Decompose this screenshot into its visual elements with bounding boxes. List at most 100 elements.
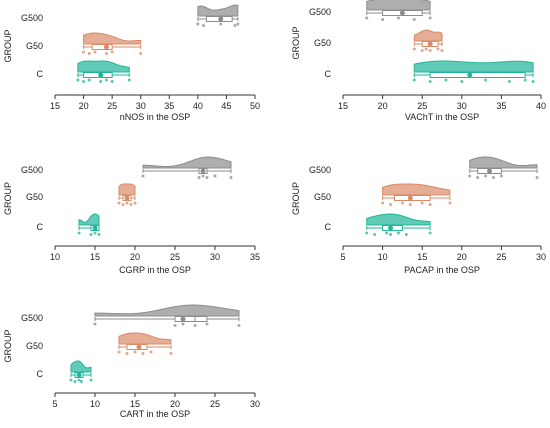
iqr-box [174,316,208,322]
mean-point [98,72,104,78]
raw-point [476,176,480,179]
raw-point [229,176,233,179]
raw-point [412,47,416,51]
y-tick-label: G500 [21,313,43,323]
raw-point [97,233,101,236]
x-tick-label: 15 [417,252,427,262]
panel-3: 5 10 15 20 25 30 PACAP in the OSP GROUP G500 G50 C [291,156,546,275]
y-tick-label: G500 [309,165,331,175]
x-tick-label: 10 [378,252,388,262]
panel-2: 10 15 20 25 30 35 CGRP in the OSP GROUP G500 G50 C [3,156,260,275]
panel-0: 15 20 25 30 35 40 45 50 nNOS in the OSP GROUP G500… [3,4,260,122]
series-g50 [412,29,444,52]
raw-point [76,78,80,82]
x-tick-label: 5 [340,252,345,262]
y-tick-label: G50 [314,192,331,202]
x-tick-label: 25 [107,101,117,111]
raw-point [93,50,97,54]
raw-point [93,322,97,326]
raw-point [193,324,197,327]
y-tick-label: G50 [314,38,331,48]
raw-point [77,231,81,235]
raw-point [87,52,91,55]
raw-point [219,22,223,26]
series-g50 [381,183,452,206]
x-tick-label: 45 [221,101,231,111]
raw-point [408,203,412,206]
raw-point [389,233,393,236]
raw-point [233,24,237,27]
series-c [412,60,535,83]
x-tick-label: 40 [193,101,203,111]
raw-point [444,78,448,82]
raw-point [201,174,205,178]
x-tick-label: 35 [496,101,506,111]
x-tick-label: 20 [170,399,180,409]
mean-point [427,41,433,47]
raw-point [440,49,444,52]
raw-point [125,201,129,205]
raw-point [89,378,93,382]
density-cloud [77,60,130,73]
density-cloud [78,213,100,226]
y-tick-label: C [325,222,332,232]
y-tick-label: G500 [21,165,43,175]
raw-point [400,201,404,205]
raw-point [169,352,173,355]
raw-point [82,50,86,54]
series-g500 [93,304,241,327]
y-tick-label: G500 [21,13,43,23]
raw-point [420,49,424,52]
x-axis-label: CGRP in the OSP [119,265,191,275]
x-tick-label: 25 [496,252,506,262]
raw-point [365,16,369,20]
raw-point [424,47,428,51]
raw-point [448,201,452,205]
mean-point [407,195,413,201]
x-axis-label: PACAP in the OSP [404,265,480,275]
raw-point [484,174,488,178]
x-tick-label: 10 [50,252,60,262]
x-tick-label: 30 [136,101,146,111]
y-tick-label: C [37,369,44,379]
series-g500 [468,156,539,179]
x-axis-label: CART in the OSP [120,409,190,419]
raw-point [77,378,81,382]
x-tick-label: 20 [79,101,89,111]
x-tick-label: 20 [130,252,140,262]
raw-point [121,203,125,206]
x-tick-label: 20 [378,101,388,111]
series-g50 [117,183,137,206]
raw-point [93,231,97,235]
x-tick-label: 40 [536,101,546,111]
raw-point [89,233,93,236]
raw-point [236,22,240,26]
y-tick-label: G50 [26,341,43,351]
density-cloud [94,304,240,317]
raw-point [484,78,488,82]
raw-point [468,174,472,178]
raw-point [460,80,464,83]
raw-point [82,80,86,83]
raw-point [531,80,535,83]
series-g500 [141,156,233,179]
raw-point [87,78,91,82]
raw-point [205,176,209,179]
raw-point [104,52,108,55]
raw-point [428,203,432,206]
density-cloud [142,156,232,169]
raw-point [133,201,137,205]
raw-point [129,203,133,206]
raw-point [396,16,400,20]
y-tick-label: G50 [26,41,43,51]
raw-point [202,24,206,27]
raw-point [213,174,217,178]
x-tick-label: 35 [250,252,260,262]
mean-point [399,10,405,16]
raw-point [412,18,416,21]
x-axis-label: nNOS in the OSP [120,112,191,122]
raw-point [420,201,424,205]
raw-point [428,80,432,83]
y-axis-label: GROUP [3,29,13,62]
